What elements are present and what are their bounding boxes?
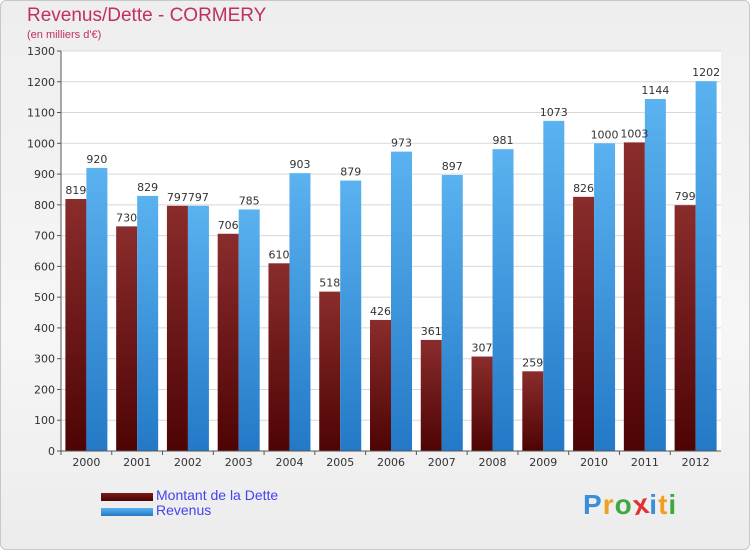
bar-dette-2009 [522,371,544,451]
bar-dette-2003 [217,233,239,451]
x-tick-label: 2007 [428,456,456,469]
data-label-dette-2005: 518 [319,277,340,290]
y-tick-label: 1100 [27,107,55,120]
y-tick-label: 500 [34,291,55,304]
data-label-dette-2007: 361 [421,325,442,338]
x-tick-label: 2000 [72,456,100,469]
logo-letter: r [602,489,615,520]
x-tick-label: 2004 [275,456,303,469]
bar-revenus-2006 [391,151,412,451]
chart-title: Revenus/Dette - CORMERY [27,5,267,26]
x-tick-label: 2003 [225,456,253,469]
data-label-revenus-2010: 1000 [591,128,619,141]
data-label-revenus-2008: 981 [493,134,514,147]
legend-label-revenus: Revenus [156,502,212,518]
bar-dette-2007 [420,339,442,451]
y-tick-label: 200 [34,383,55,396]
x-tick-label: 2010 [580,456,608,469]
bar-revenus-2012 [695,81,717,452]
y-tick-label: 1000 [27,137,55,150]
data-label-dette-2003: 706 [218,219,239,232]
x-tick-label: 2006 [377,456,405,469]
y-tick-label: 700 [34,230,55,243]
bar-dette-2004 [268,263,290,451]
data-label-dette-2001: 730 [116,211,137,224]
bar-revenus-2004 [289,173,311,451]
data-label-dette-2010: 826 [573,182,594,195]
data-label-dette-2000: 819 [65,184,86,197]
bar-dette-2001 [116,226,138,451]
data-label-dette-2009: 259 [522,356,543,369]
logo-letter: i [649,489,659,520]
data-label-revenus-2005: 879 [340,166,361,179]
bar-revenus-2001 [137,195,159,451]
data-label-dette-2006: 426 [370,305,391,318]
data-label-dette-2011: 1003 [620,127,648,140]
data-label-revenus-2009: 1073 [540,106,568,119]
chart-subtitle: (en milliers d'€) [27,29,102,41]
x-tick-label: 2008 [479,456,507,469]
bar-revenus-2002 [187,205,209,451]
bar-dette-2005 [319,291,341,451]
y-tick-label: 300 [34,353,55,366]
bar-dette-2002 [166,205,188,451]
bar-dette-2008 [471,356,493,451]
data-label-revenus-2006: 973 [391,137,412,150]
legend-swatch-revenus [101,508,153,516]
x-tick-label: 2009 [529,456,557,469]
data-label-dette-2002: 797 [167,191,188,204]
x-tick-label: 2011 [631,456,659,469]
bar-revenus-2010 [594,143,616,452]
data-label-dette-2004: 610 [268,248,289,261]
data-label-revenus-2003: 785 [239,194,260,207]
legend-swatch-dette [101,493,153,501]
logo-letter: i [668,489,678,520]
proxiti-logo: Proxiti [583,488,678,521]
bar-dette-2006 [370,319,391,451]
bar-dette-2000 [65,199,87,451]
x-tick-label: 2005 [326,456,354,469]
data-label-dette-2012: 799 [675,190,696,203]
y-tick-label: 1200 [27,76,55,89]
bar-revenus-2009 [543,120,565,451]
y-tick-label: 0 [48,445,55,458]
y-tick-label: 600 [34,260,55,273]
data-label-revenus-2000: 920 [86,153,107,166]
data-label-revenus-2012: 1202 [692,66,720,79]
bar-revenus-2007 [441,175,463,451]
x-tick-label: 2002 [174,456,202,469]
bar-revenus-2008 [492,149,514,451]
bar-revenus-2011 [644,99,666,451]
bar-dette-2012 [674,205,696,451]
y-tick-label: 900 [34,168,55,181]
data-label-revenus-2011: 1144 [641,84,669,97]
bar-revenus-2005 [340,180,362,452]
logo-letter: P [583,489,603,520]
y-tick-label: 100 [34,414,55,427]
x-tick-label: 2012 [682,456,710,469]
data-label-revenus-2007: 897 [442,160,463,173]
data-label-revenus-2004: 903 [289,158,310,171]
y-tick-label: 1300 [27,45,55,58]
data-label-revenus-2001: 829 [137,181,158,194]
bar-revenus-2000 [86,167,108,451]
bar-dette-2011 [623,142,645,451]
data-label-revenus-2002: 797 [188,191,209,204]
y-tick-label: 400 [34,322,55,335]
bar-revenus-2003 [238,209,260,451]
data-label-dette-2008: 307 [472,342,493,355]
logo-letter: o [614,489,633,520]
legend-label-dette: Montant de la Dette [156,487,279,503]
logo-letter: t [658,489,669,520]
bar-dette-2010 [573,196,595,451]
x-tick-label: 2001 [123,456,151,469]
y-tick-label: 800 [34,199,55,212]
